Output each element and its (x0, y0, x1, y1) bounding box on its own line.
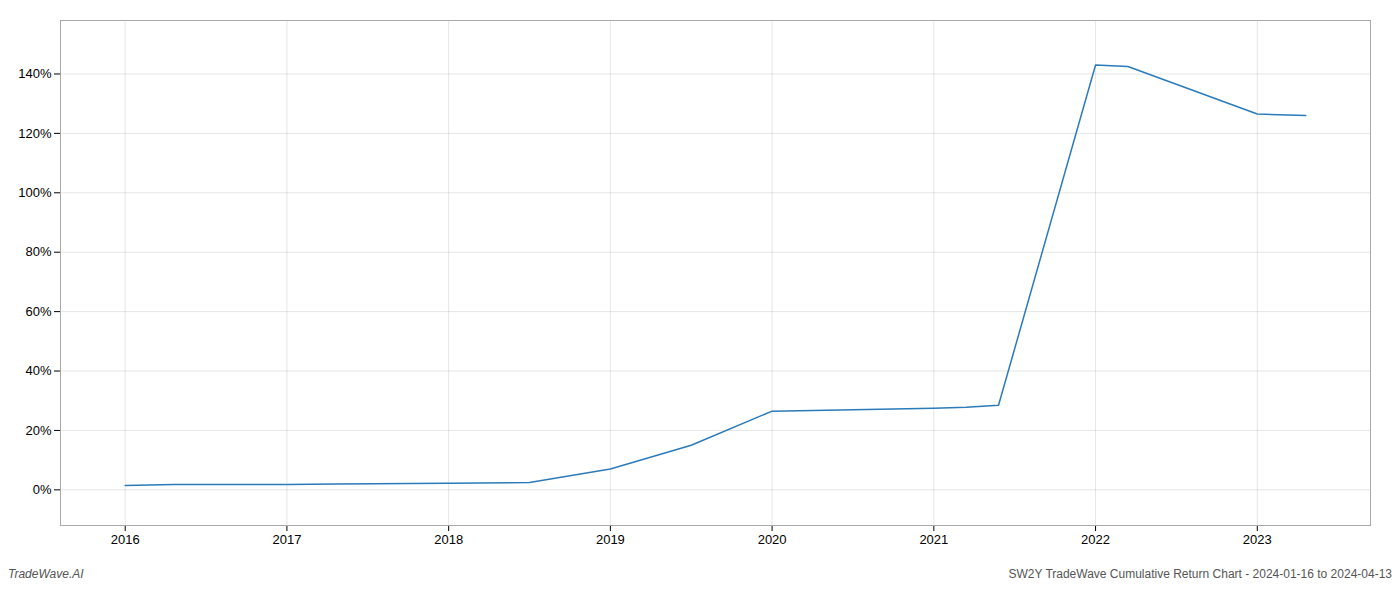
svg-text:80%: 80% (25, 244, 51, 259)
svg-text:140%: 140% (18, 66, 52, 81)
svg-text:120%: 120% (18, 126, 52, 141)
svg-text:2017: 2017 (272, 532, 301, 547)
svg-text:0%: 0% (33, 482, 52, 497)
html-text:TradeWave.AI: TradeWave.AI (8, 567, 84, 581)
svg-text:20%: 20% (25, 423, 51, 438)
svg-text:2019: 2019 (596, 532, 625, 547)
svg-text:2022: 2022 (1081, 532, 1110, 547)
svg-text:60%: 60% (25, 304, 51, 319)
svg-text:2018: 2018 (434, 532, 463, 547)
html-text:SW2Y TradeWave Cumulative Retu: SW2Y TradeWave Cumulative Return Chart -… (1008, 567, 1392, 581)
svg-text:2021: 2021 (919, 532, 948, 547)
svg-text:40%: 40% (25, 363, 51, 378)
svg-text:2023: 2023 (1243, 532, 1272, 547)
svg-text:2020: 2020 (758, 532, 787, 547)
svg-text:100%: 100% (18, 185, 52, 200)
svg-text:2016: 2016 (111, 532, 140, 547)
